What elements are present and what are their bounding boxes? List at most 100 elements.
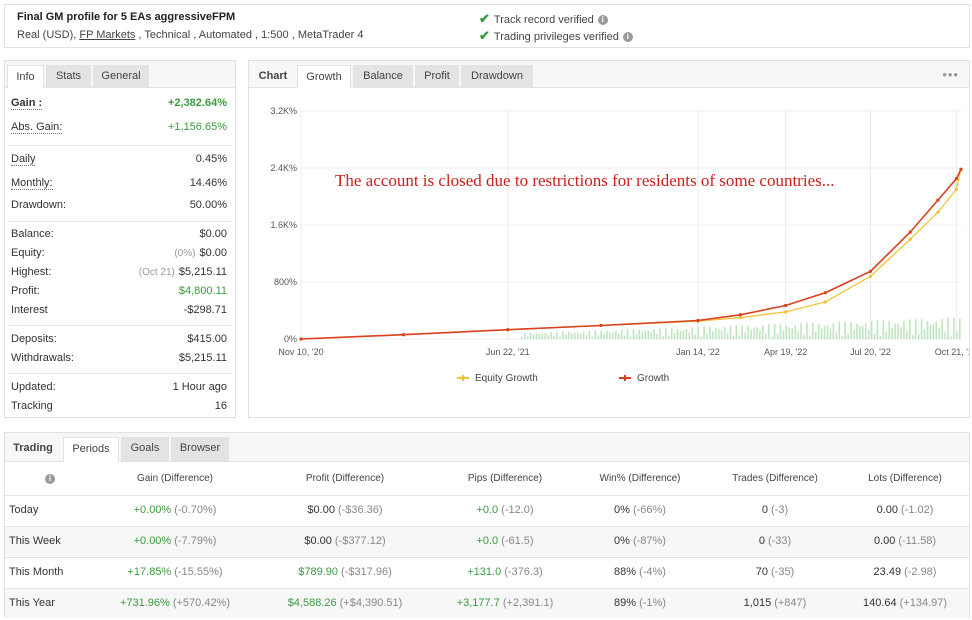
win-difference: (-87%) xyxy=(632,535,666,547)
trade-volume-bar xyxy=(579,333,582,339)
info-icon[interactable]: i xyxy=(45,474,55,484)
check-icon: ✔ xyxy=(479,11,490,26)
balance-label: Balance: xyxy=(11,228,54,240)
trade-volume-bar xyxy=(612,332,614,339)
trade-volume-bar xyxy=(703,326,705,339)
trade-volume-bar xyxy=(618,333,620,339)
account-title: Final GM profile for 5 EAs aggressiveFPM xyxy=(17,11,236,23)
monthly-label[interactable]: Monthly: xyxy=(11,177,53,190)
trade-volume-bar xyxy=(632,329,635,339)
tab-periods[interactable]: Periods xyxy=(63,437,119,462)
gain-value: +17.85% xyxy=(127,566,172,578)
trade-volume-bar xyxy=(635,334,638,339)
equity-growth-point xyxy=(738,316,742,320)
trade-volume-bar xyxy=(782,330,785,339)
gain-label[interactable]: Gain : xyxy=(11,97,43,110)
tab-drawdown[interactable]: Drawdown xyxy=(461,65,533,87)
tab-goals[interactable]: Goals xyxy=(121,437,169,461)
withdrawals-label: Withdrawals: xyxy=(11,352,74,364)
col-trades: Trades (Difference) xyxy=(732,473,818,484)
profit-value: $789.90 xyxy=(298,566,338,578)
trade-volume-bar xyxy=(882,320,885,339)
x-tick-label: Jan 14, '22 xyxy=(676,347,720,357)
tab-profit[interactable]: Profit xyxy=(415,65,459,87)
track-record-label: Track record verified xyxy=(493,14,594,26)
win-value: 89% xyxy=(614,597,637,609)
legend-equity-growth[interactable]: Equity Growth xyxy=(457,373,538,384)
trade-volume-bar xyxy=(814,331,817,339)
legend-growth-label: Growth xyxy=(637,373,670,384)
more-options-icon[interactable]: ••• xyxy=(942,67,959,82)
legend-growth[interactable]: Growth xyxy=(619,373,669,384)
trade-volume-bar xyxy=(715,328,717,339)
drawdown-row: Drawdown: 50.00% xyxy=(11,199,227,215)
trade-volume-bar xyxy=(891,327,893,339)
trade-volume-bar xyxy=(917,333,920,339)
tab-balance[interactable]: Balance xyxy=(353,65,413,87)
growth-point xyxy=(936,198,940,202)
trade-volume-bar xyxy=(738,335,741,339)
tab-info[interactable]: Info xyxy=(7,65,44,88)
deposits-value: $415.00 xyxy=(187,333,227,345)
win-difference: (-1%) xyxy=(639,597,666,609)
tab-growth[interactable]: Growth xyxy=(297,65,351,88)
col-gain: Gain (Difference) xyxy=(137,473,213,484)
cell-trades: 1,015 (+847) xyxy=(695,597,855,609)
trade-volume-bar xyxy=(732,335,735,339)
account-type: Real (USD), xyxy=(17,29,80,41)
tab-trading[interactable]: Trading xyxy=(13,442,53,454)
growth-point xyxy=(959,167,963,171)
trade-volume-bar xyxy=(864,323,867,339)
trade-volume-bar xyxy=(641,332,644,339)
trade-volume-bar xyxy=(832,323,835,339)
daily-row: Daily 0.45% xyxy=(11,153,227,169)
growth-point xyxy=(954,177,958,181)
trade-volume-bar xyxy=(529,332,532,339)
cell-trades: 0 (-33) xyxy=(695,535,855,547)
trade-volume-bar xyxy=(859,326,861,339)
trade-volume-bar xyxy=(591,336,594,339)
trade-volume-bar xyxy=(812,322,814,339)
growth-point xyxy=(908,230,912,234)
track-record-verified: ✔ Track record verified i xyxy=(479,11,608,27)
info-icon[interactable]: i xyxy=(597,15,608,25)
profit-difference: (-$36.36) xyxy=(337,504,383,516)
info-icon[interactable]: i xyxy=(622,32,633,42)
table-row: This Month +17.85% (-15.55%) $789.90 (-$317.… xyxy=(5,557,969,587)
cell-gain: +0.00% (-7.79%) xyxy=(95,535,255,547)
abs-gain-value: +1,156.65% xyxy=(167,121,227,133)
tab-general[interactable]: General xyxy=(93,65,149,87)
trade-volume-bar xyxy=(717,328,720,339)
trade-volume-bar xyxy=(629,336,632,339)
periods-panel: Trading Periods Goals Browser i Gain (Di… xyxy=(4,432,970,618)
account-details: , Technical , Automated , 1:500 , MetaTr… xyxy=(135,29,364,41)
trade-volume-bar xyxy=(867,329,870,339)
daily-label[interactable]: Daily xyxy=(11,153,36,166)
trade-volume-bar xyxy=(794,325,796,339)
withdrawals-row: Withdrawals: $5,215.11 xyxy=(11,352,227,368)
gain-value: +731.96% xyxy=(119,597,170,609)
tab-stats[interactable]: Stats xyxy=(46,65,91,87)
trade-volume-bar xyxy=(873,333,876,339)
trade-volume-bar xyxy=(676,328,679,339)
tab-browser[interactable]: Browser xyxy=(171,437,229,461)
abs-gain-label[interactable]: Abs. Gain: xyxy=(11,121,63,134)
cell-pips: +131.0 (-376.3) xyxy=(425,566,585,578)
account-subtitle: Real (USD), FP Markets , Technical , Aut… xyxy=(17,29,363,41)
trade-volume-bar xyxy=(573,332,576,339)
trading-privileges-label: Trading privileges verified xyxy=(493,31,619,43)
cell-profit: $4,588.26 (+$4,390.51) xyxy=(265,597,425,609)
broker-link[interactable]: FP Markets xyxy=(79,29,136,41)
cell-lots: 0.00 (-11.58) xyxy=(825,535,972,547)
updated-label: Updated: xyxy=(11,381,56,393)
trade-volume-bar xyxy=(556,331,558,339)
trade-volume-bar xyxy=(723,327,726,339)
trade-volume-bar xyxy=(903,321,905,339)
trade-volume-bar xyxy=(759,330,761,339)
growth-chart: 0% 800% 1.6K% 2.4K% 3.2K% Nov 10, '20 Jun 22, … xyxy=(270,106,969,357)
highest-label: Highest: xyxy=(11,266,52,278)
pips-value: +0.0 xyxy=(476,504,499,516)
trade-volume-bar xyxy=(620,329,623,339)
gain-value: +0.00% xyxy=(133,535,172,547)
trade-volume-bar xyxy=(609,332,611,339)
